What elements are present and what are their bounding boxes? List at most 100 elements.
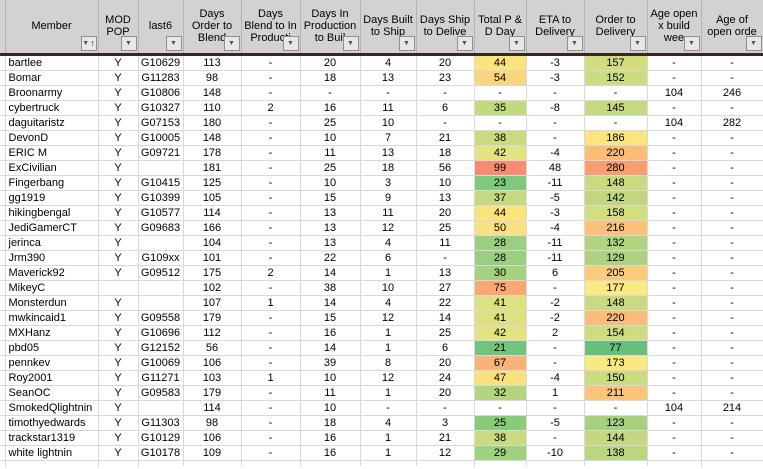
cell-total[interactable]: 47 xyxy=(474,370,527,386)
cell-ship_to_deliver[interactable]: 6 xyxy=(416,100,475,116)
cell-eta[interactable]: 48 xyxy=(526,160,585,176)
cell-blend_to_in_prod[interactable]: - xyxy=(241,415,301,431)
cell-in_prod_to_build[interactable]: 10 xyxy=(300,370,361,386)
cell-built_to_ship[interactable]: 1 xyxy=(360,445,417,461)
cell-order_to_delivery[interactable]: 173 xyxy=(584,355,648,371)
cell-total[interactable]: 32 xyxy=(474,385,527,401)
cell-last6[interactable]: G10069 xyxy=(138,355,184,371)
cell-age_order[interactable]: - xyxy=(701,130,763,146)
cell-in_prod_to_build[interactable]: 15 xyxy=(300,190,361,206)
cell-age_build[interactable]: - xyxy=(647,70,702,86)
cell-order_to_blend[interactable]: 101 xyxy=(183,250,242,266)
cell-order_to_delivery[interactable]: - xyxy=(584,115,648,131)
cell-member[interactable]: SmokedQlightnin xyxy=(5,400,99,416)
cell-age_order[interactable]: - xyxy=(701,310,763,326)
cell-age_order[interactable]: - xyxy=(701,280,763,296)
cell-order_to_blend[interactable]: 109 xyxy=(183,445,242,461)
cell-member[interactable]: JediGamerCT xyxy=(5,220,99,236)
cell-blend_to_in_prod[interactable]: 2 xyxy=(241,265,301,281)
cell-built_to_ship[interactable]: 13 xyxy=(360,145,417,161)
cell-member[interactable]: timothyedwards xyxy=(5,415,99,431)
cell-eta[interactable]: -11 xyxy=(526,235,585,251)
cell-member[interactable]: daguitaristz xyxy=(5,115,99,131)
cell-ship_to_deliver[interactable]: 3 xyxy=(416,415,475,431)
cell-ship_to_deliver[interactable]: 23 xyxy=(416,70,475,86)
cell-age_build[interactable]: - xyxy=(647,130,702,146)
cell-in_prod_to_build[interactable]: 16 xyxy=(300,430,361,446)
cell-last6[interactable]: G07153 xyxy=(138,115,184,131)
cell-age_build[interactable]: - xyxy=(647,340,702,356)
cell-in_prod_to_build[interactable]: 20 xyxy=(300,54,361,71)
cell-member[interactable]: DevonD xyxy=(5,130,99,146)
cell-last6[interactable]: G10806 xyxy=(138,85,184,101)
cell-blend_to_in_prod[interactable]: - xyxy=(241,280,301,296)
cell-total[interactable]: - xyxy=(474,400,527,416)
cell-order_to_blend[interactable]: 98 xyxy=(183,415,242,431)
cell-in_prod_to_build[interactable]: 25 xyxy=(300,115,361,131)
cell-built_to_ship[interactable]: 8 xyxy=(360,355,417,371)
cell-age_build[interactable]: - xyxy=(647,250,702,266)
cell-blend_to_in_prod[interactable]: 1 xyxy=(241,370,301,386)
cell-last6[interactable]: G09721 xyxy=(138,145,184,161)
cell-ship_to_deliver[interactable]: 20 xyxy=(416,355,475,371)
cell-ship_to_deliver[interactable]: 11 xyxy=(416,235,475,251)
filter-dropdown-button-member[interactable]: ▼ ↑ xyxy=(80,35,97,51)
cell-mod_pop[interactable]: Y xyxy=(98,340,139,356)
cell-in_prod_to_build[interactable]: 13 xyxy=(300,220,361,236)
cell-last6[interactable]: G09558 xyxy=(138,310,184,326)
cell-built_to_ship[interactable]: 1 xyxy=(360,340,417,356)
cell-member[interactable]: Monsterdun xyxy=(5,295,99,311)
cell-mod_pop[interactable]: Y xyxy=(98,205,139,221)
cell-member[interactable]: jerinca xyxy=(5,235,99,251)
cell-order_to_delivery[interactable]: 138 xyxy=(584,445,648,461)
cell-order_to_delivery[interactable]: - xyxy=(584,85,648,101)
cell-total[interactable]: 23 xyxy=(474,175,527,191)
cell-mod_pop[interactable]: Y xyxy=(98,70,139,86)
cell-order_to_delivery[interactable]: 132 xyxy=(584,235,648,251)
cell-last6[interactable] xyxy=(138,295,184,311)
cell-mod_pop[interactable]: Y xyxy=(98,250,139,266)
cell-in_prod_to_build[interactable]: 13 xyxy=(300,205,361,221)
cell-built_to_ship[interactable]: 4 xyxy=(360,415,417,431)
cell-order_to_blend[interactable]: 114 xyxy=(183,205,242,221)
cell-member[interactable]: Bomar xyxy=(5,70,99,86)
cell-order_to_delivery[interactable]: 148 xyxy=(584,175,648,191)
cell-last6[interactable]: G09512 xyxy=(138,265,184,281)
cell-total[interactable]: 54 xyxy=(474,70,527,86)
cell-member[interactable]: SeanOC xyxy=(5,385,99,401)
cell-ship_to_deliver[interactable]: - xyxy=(416,400,475,416)
cell-built_to_ship[interactable]: - xyxy=(360,85,417,101)
cell-in_prod_to_build[interactable]: 16 xyxy=(300,100,361,116)
filter-dropdown-button-age_order[interactable]: ▼ xyxy=(745,35,762,51)
cell-total[interactable]: 28 xyxy=(474,235,527,251)
cell-total[interactable]: 67 xyxy=(474,355,527,371)
cell-total[interactable]: 38 xyxy=(474,430,527,446)
cell-age_build[interactable]: - xyxy=(647,295,702,311)
cell-order_to_delivery[interactable]: 177 xyxy=(584,280,648,296)
cell-last6[interactable] xyxy=(138,400,184,416)
cell-ship_to_deliver[interactable]: 25 xyxy=(416,325,475,341)
cell-blend_to_in_prod[interactable]: - xyxy=(241,325,301,341)
cell-blend_to_in_prod[interactable]: - xyxy=(241,385,301,401)
cell-built_to_ship[interactable]: 4 xyxy=(360,235,417,251)
cell-eta[interactable]: - xyxy=(526,130,585,146)
cell-age_order[interactable]: - xyxy=(701,370,763,386)
cell-order_to_delivery[interactable]: 129 xyxy=(584,250,648,266)
cell-total[interactable]: 35 xyxy=(474,100,527,116)
cell-order_to_blend[interactable]: 106 xyxy=(183,355,242,371)
cell-age_build[interactable]: - xyxy=(647,235,702,251)
cell-in_prod_to_build[interactable]: 10 xyxy=(300,130,361,146)
cell-order_to_blend[interactable]: 102 xyxy=(183,280,242,296)
cell-order_to_blend[interactable]: 175 xyxy=(183,265,242,281)
cell-built_to_ship[interactable]: 9 xyxy=(360,190,417,206)
cell-age_order[interactable]: 282 xyxy=(701,115,763,131)
cell-built_to_ship[interactable]: - xyxy=(360,400,417,416)
cell-ship_to_deliver[interactable]: 25 xyxy=(416,220,475,236)
filter-dropdown-button-order_to_delivery[interactable]: ▼ xyxy=(629,35,646,51)
cell-age_order[interactable]: - xyxy=(701,355,763,371)
cell-order_to_delivery[interactable]: 216 xyxy=(584,220,648,236)
cell-age_build[interactable]: - xyxy=(647,445,702,461)
cell-in_prod_to_build[interactable]: 10 xyxy=(300,175,361,191)
cell-in_prod_to_build[interactable]: 22 xyxy=(300,250,361,266)
cell-mod_pop[interactable]: Y xyxy=(98,355,139,371)
